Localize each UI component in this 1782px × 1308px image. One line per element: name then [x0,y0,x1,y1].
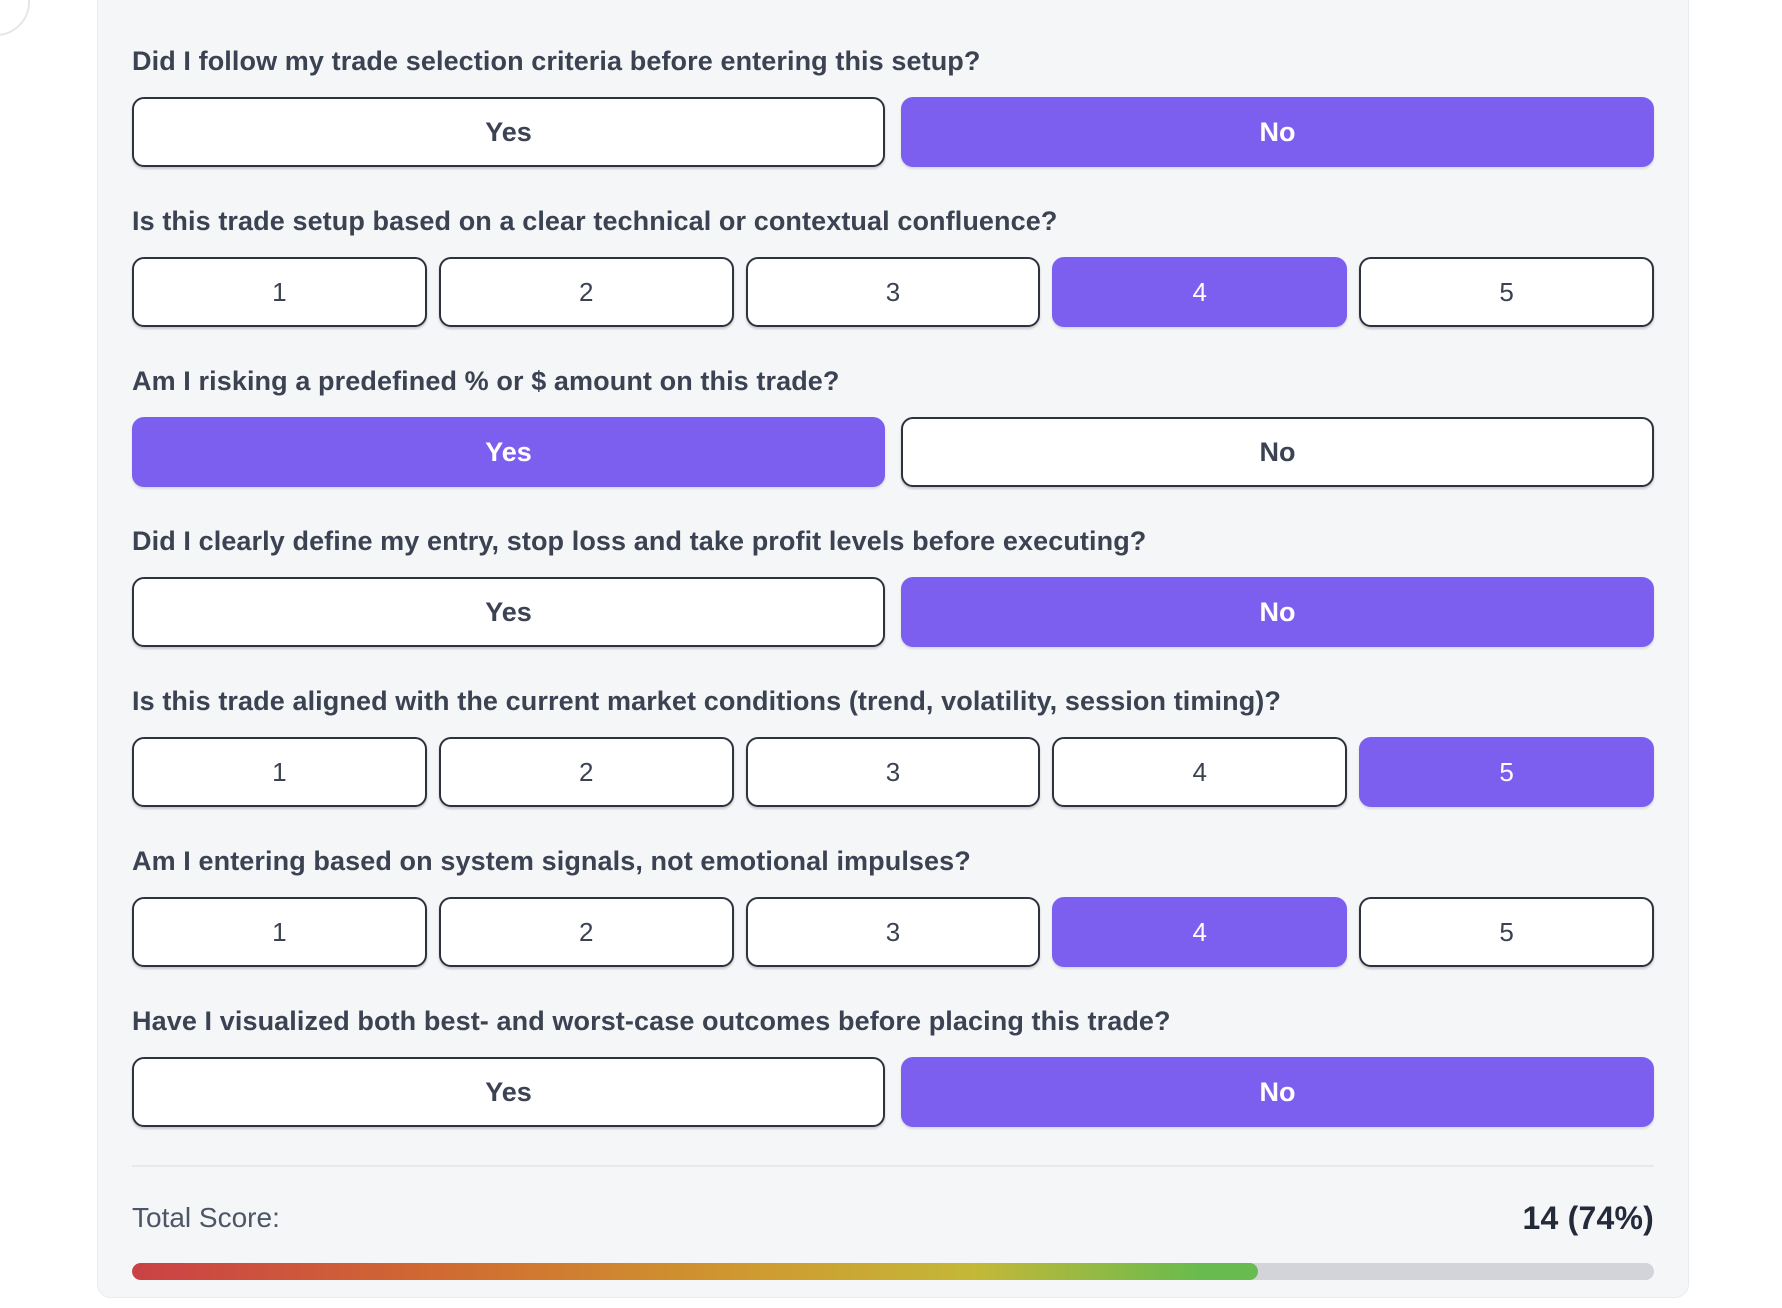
question-block-3: Am I risking a predefined % or $ amount … [132,365,1654,487]
yesno-button-row: Yes No [132,417,1654,487]
question-label: Did I follow my trade selection criteria… [132,46,981,76]
option-yes-button[interactable]: Yes [132,97,885,167]
total-score-label: Total Score: [132,1202,280,1233]
total-score-value: 14 (74%) [1522,1199,1654,1236]
option-5-button[interactable]: 5 [1359,897,1654,967]
top-left-card-corner [0,0,30,36]
question-label: Am I entering based on system signals, n… [132,846,971,876]
option-5-button[interactable]: 5 [1359,737,1654,807]
question-block-4: Did I clearly define my entry, stop loss… [132,525,1654,647]
option-no-button[interactable]: No [901,1057,1654,1127]
option-4-button[interactable]: 4 [1052,737,1348,807]
option-no-button[interactable]: No [901,577,1654,647]
option-3-button[interactable]: 3 [745,737,1041,807]
option-3-button[interactable]: 3 [745,257,1041,327]
yesno-button-row: Yes No [132,1057,1654,1127]
yesno-button-row: Yes No [132,97,1654,167]
question-block-6: Am I entering based on system signals, n… [132,845,1654,967]
question-block-7: Have I visualized both best- and worst-c… [132,1005,1654,1127]
option-1-button[interactable]: 1 [132,257,427,327]
question-block-1: Did I follow my trade selection criteria… [132,45,1654,167]
option-2-button[interactable]: 2 [438,897,734,967]
question-label: Is this trade aligned with the current m… [132,686,1281,716]
option-no-button[interactable]: No [901,97,1654,167]
divider [132,1165,1654,1167]
total-score-row: Total Score: 14 (74%) [132,1199,1654,1236]
questions-container: Did I follow my trade selection criteria… [132,45,1654,1127]
trade-checklist-card: Did I follow my trade selection criteria… [97,0,1689,1298]
option-3-button[interactable]: 3 [745,897,1041,967]
option-yes-button[interactable]: Yes [132,1057,885,1127]
option-1-button[interactable]: 1 [132,897,427,967]
question-block-5: Is this trade aligned with the current m… [132,685,1654,807]
question-label: Have I visualized both best- and worst-c… [132,1006,1171,1036]
question-label: Did I clearly define my entry, stop loss… [132,526,1147,556]
question-block-2: Is this trade setup based on a clear tec… [132,205,1654,327]
option-yes-button[interactable]: Yes [132,577,885,647]
yesno-button-row: Yes No [132,577,1654,647]
option-5-button[interactable]: 5 [1359,257,1654,327]
score-progress-fill [132,1263,1259,1280]
option-2-button[interactable]: 2 [438,257,734,327]
score-progress-track [132,1263,1654,1280]
option-4-button[interactable]: 4 [1052,257,1348,327]
question-label: Am I risking a predefined % or $ amount … [132,366,840,396]
question-label: Is this trade setup based on a clear tec… [132,206,1058,236]
option-4-button[interactable]: 4 [1052,897,1348,967]
option-2-button[interactable]: 2 [438,737,734,807]
option-no-button[interactable]: No [901,417,1654,487]
option-1-button[interactable]: 1 [132,737,427,807]
option-yes-button[interactable]: Yes [132,417,885,487]
